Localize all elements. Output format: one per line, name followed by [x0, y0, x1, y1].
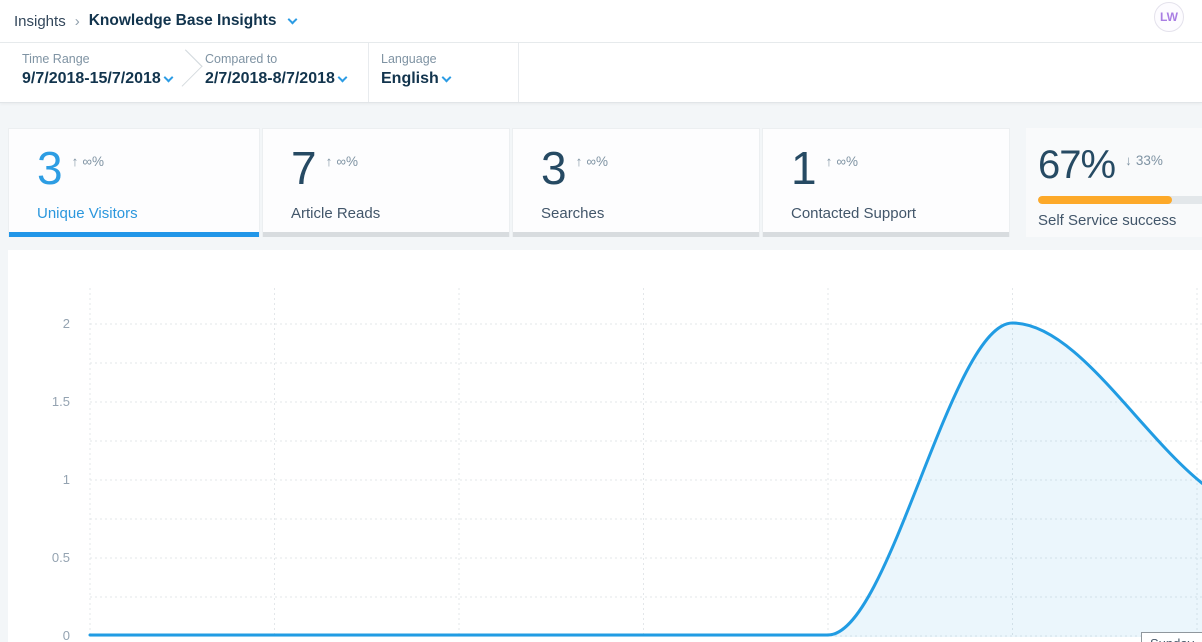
- time-range-filter[interactable]: Time Range 9/7/2018-15/7/2018: [22, 52, 174, 88]
- trend-up-indicator: ↑ ∞%: [576, 154, 608, 169]
- trend-percent: ∞%: [82, 154, 104, 169]
- time-range-value: 9/7/2018-15/7/2018: [22, 70, 161, 87]
- compared-to-label: Compared to: [205, 52, 278, 66]
- breadcrumb: Insights › Knowledge Base Insights: [14, 0, 298, 42]
- metric-value: 1: [791, 142, 817, 194]
- compared-to-value: 2/7/2018-8/7/2018: [205, 70, 335, 87]
- trend-up-indicator: ↑ ∞%: [326, 154, 358, 169]
- metric-label: Self Service success: [1038, 212, 1177, 229]
- language-value: English: [381, 70, 439, 87]
- metric-value: 67%: [1038, 143, 1116, 187]
- compared-to-filter[interactable]: Compared to 2/7/2018-8/7/2018: [205, 52, 348, 88]
- trend-up-indicator: ↑ ∞%: [826, 154, 858, 169]
- arrow-up-icon: ↑: [825, 154, 833, 169]
- trend-up-indicator: ↑ ∞%: [72, 154, 104, 169]
- arrow-up-icon: ↑: [71, 154, 79, 169]
- metric-label: Unique Visitors: [37, 205, 138, 222]
- language-label: Language: [381, 52, 437, 66]
- tab-searches[interactable]: 3 ↑ ∞% Searches: [512, 128, 760, 237]
- page-title: Knowledge Base Insights: [88, 12, 277, 29]
- svg-text:0.5: 0.5: [52, 550, 70, 565]
- metric-label: Searches: [541, 205, 605, 222]
- compared-to-chevron-down-icon: [337, 72, 348, 82]
- arrow-up-icon: ↑: [575, 154, 583, 169]
- trend-percent: 33%: [1135, 153, 1163, 168]
- svg-text:1.5: 1.5: [52, 394, 70, 409]
- tab-article-reads[interactable]: 7 ↑ ∞% Article Reads: [262, 128, 510, 237]
- title-chevron-down-icon[interactable]: [288, 14, 298, 24]
- trend-down-indicator: ↓ 33%: [1125, 153, 1163, 168]
- top-header: Insights › Knowledge Base Insights LW: [0, 0, 1202, 43]
- language-chevron-down-icon: [441, 72, 452, 82]
- time-range-label: Time Range: [22, 52, 90, 66]
- avatar-initials: LW: [1160, 10, 1178, 24]
- svg-text:1: 1: [63, 472, 70, 487]
- unique-visitors-chart: 0 0.5 1 1.5 2: [8, 250, 1202, 642]
- breadcrumb-separator-icon: ›: [74, 12, 80, 30]
- filter-divider: [368, 43, 369, 102]
- metric-label: Contacted Support: [791, 205, 917, 222]
- filter-bar: Time Range 9/7/2018-15/7/2018 Compared t…: [0, 43, 1202, 103]
- tab-unique-visitors[interactable]: 3 ↑ ∞% Unique Visitors: [8, 128, 260, 237]
- svg-text:2: 2: [63, 316, 70, 331]
- chart-tooltip-clipped: Sunday: [1141, 632, 1202, 642]
- metric-value: 7: [291, 142, 317, 194]
- metric-value: 3: [37, 142, 63, 194]
- metric-value: 3: [541, 142, 567, 194]
- trend-percent: ∞%: [836, 154, 858, 169]
- avatar[interactable]: LW: [1154, 2, 1184, 32]
- filter-divider: [518, 43, 519, 102]
- trend-percent: ∞%: [586, 154, 608, 169]
- area-chart-canvas: 0 0.5 1 1.5 2: [52, 288, 1202, 642]
- tooltip-day-label: Sunday: [1150, 636, 1194, 642]
- self-service-progress-bar: [1038, 196, 1202, 204]
- metric-label: Article Reads: [291, 205, 381, 222]
- tab-contacted-support[interactable]: 1 ↑ ∞% Contacted Support: [762, 128, 1010, 237]
- tab-self-service-success[interactable]: 67% ↓ 33% Self Service success: [1026, 128, 1202, 237]
- progress-fill: [1038, 196, 1172, 204]
- arrow-down-icon: ↓: [1125, 153, 1132, 168]
- language-filter[interactable]: Language English: [381, 52, 452, 88]
- arrow-up-icon: ↑: [325, 154, 333, 169]
- breadcrumb-insights-link[interactable]: Insights: [14, 12, 66, 30]
- trend-percent: ∞%: [336, 154, 358, 169]
- svg-text:0: 0: [63, 628, 70, 642]
